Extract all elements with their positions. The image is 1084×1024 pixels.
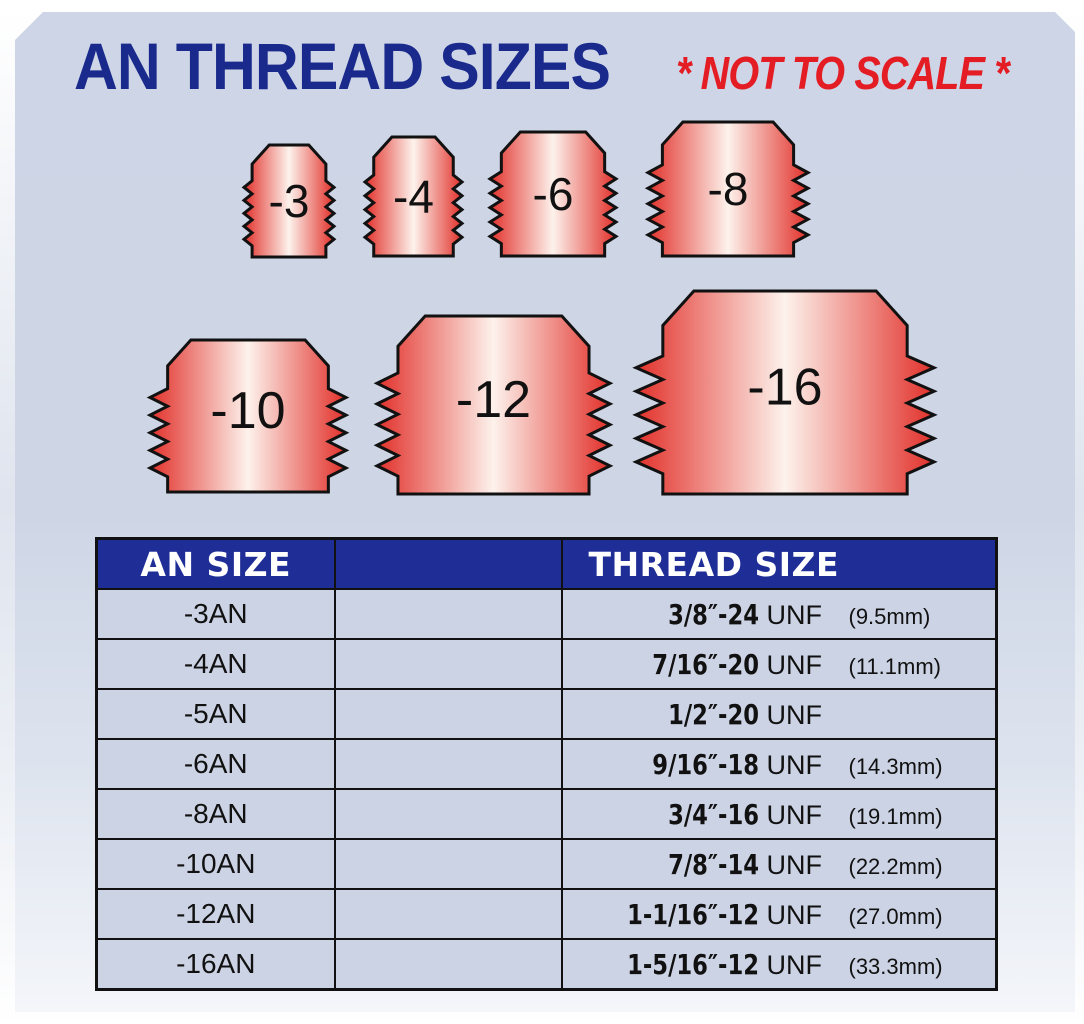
fitting-shape — [644, 120, 812, 258]
fitting-shape — [487, 130, 619, 258]
fitting-shape — [362, 135, 465, 258]
thread-spec: 1-5/16″-12 — [626, 947, 759, 981]
blank-cell — [333, 638, 563, 690]
fitting-shape — [632, 289, 938, 496]
thread-standard: UNF — [766, 749, 823, 780]
thread-size-cell: 1-5/16″-12 UNF (33.3mm) — [560, 938, 998, 991]
an-size-cell: -16AN — [95, 938, 336, 991]
table-row: -10AN 7/8″-14 UNF (22.2mm) — [95, 838, 998, 890]
thread-size-cell: 7/8″-14 UNF (22.2mm) — [560, 838, 998, 890]
thread-size-cell: 1-1/16″-12 UNF (27.0mm) — [560, 888, 998, 940]
thread-standard: UNF — [766, 799, 823, 830]
table-row: -4AN 7/16″-20 UNF (11.1mm) — [95, 638, 998, 690]
thread-diameter-mm: (14.3mm) — [848, 753, 943, 779]
an-size-cell: -5AN — [95, 688, 336, 740]
table-row: -16AN 1-5/16″-12 UNF (33.3mm) — [95, 938, 998, 991]
thread-spec: 9/16″-18 — [651, 747, 759, 781]
an-size-cell: -6AN — [95, 738, 336, 790]
thread-spec: 1-1/16″-12 — [626, 897, 759, 931]
an-size-cell: -8AN — [95, 788, 336, 840]
blank-cell — [333, 788, 563, 840]
table-row: -5AN 1/2″-20 UNF — [95, 688, 998, 740]
thread-diameter-mm: (19.1mm) — [848, 803, 943, 829]
blank-cell — [333, 588, 563, 640]
thread-spec: 7/8″-14 — [667, 847, 759, 881]
fitting-shape — [146, 338, 350, 494]
thread-standard: UNF — [766, 649, 823, 680]
fitting: -16 — [632, 289, 938, 496]
fitting: -10 — [146, 338, 350, 494]
an-size-cell: -12AN — [95, 888, 336, 940]
thread-size-cell: 3/4″-16 UNF (19.1mm) — [560, 788, 998, 840]
thread-standard: UNF — [766, 849, 823, 880]
fitting: -3 — [241, 143, 337, 259]
fitting-shape — [373, 314, 614, 496]
thread-diameter-mm: (33.3mm) — [848, 953, 943, 979]
an-size-cell: -4AN — [95, 638, 336, 690]
fitting: -4 — [362, 135, 465, 258]
not-to-scale-note: * NOT TO SCALE * — [676, 47, 1010, 99]
thread-diameter-mm: (22.2mm) — [848, 853, 943, 879]
thread-size-cell: 1/2″-20 UNF — [560, 688, 998, 740]
thread-diameter-mm: (27.0mm) — [848, 903, 943, 929]
an-size-cell: -10AN — [95, 838, 336, 890]
fitting-label: -6 — [533, 168, 574, 220]
thread-standard: UNF — [766, 699, 823, 730]
an-size-cell: -3AN — [95, 588, 336, 640]
thread-spec: 3/4″-16 — [667, 797, 759, 831]
header-an-size: AN SIZE — [95, 537, 336, 590]
thread-spec: 7/16″-20 — [651, 647, 759, 681]
thread-standard: UNF — [766, 599, 823, 630]
thread-spec: 3/8″-24 — [667, 597, 759, 631]
fitting-label: -16 — [747, 359, 822, 417]
blank-cell — [333, 888, 563, 940]
thread-spec: 1/2″-20 — [667, 697, 759, 731]
header-blank — [333, 537, 563, 590]
fitting: -8 — [644, 120, 812, 258]
fitting-label: -3 — [269, 175, 310, 227]
fitting: -12 — [373, 314, 614, 496]
fitting-label: -10 — [210, 382, 285, 440]
thread-size-cell: 9/16″-18 UNF (14.3mm) — [560, 738, 998, 790]
table-row: -12AN 1-1/16″-12 UNF (27.0mm) — [95, 888, 998, 940]
table-header-row: AN SIZE THREAD SIZE — [95, 537, 998, 590]
thread-size-cell: 7/16″-20 UNF (11.1mm) — [560, 638, 998, 690]
page-title: AN THREAD SIZES — [74, 29, 611, 103]
thread-standard: UNF — [766, 899, 823, 930]
fitting-label: -12 — [456, 371, 531, 429]
table-row: -3AN 3/8″-24 UNF (9.5mm) — [95, 588, 998, 640]
fitting: -6 — [487, 130, 619, 258]
table-row: -6AN 9/16″-18 UNF (14.3mm) — [95, 738, 998, 790]
thread-size-cell: 3/8″-24 UNF (9.5mm) — [560, 588, 998, 640]
thread-diameter-mm: (11.1mm) — [848, 653, 942, 679]
table-row: -8AN 3/4″-16 UNF (19.1mm) — [95, 788, 998, 840]
blank-cell — [333, 738, 563, 790]
thread-diameter-mm: (9.5mm) — [848, 603, 931, 629]
fitting-label: -4 — [393, 171, 434, 223]
fittings-diagram: -3 -4 -6 -8 -10 -12 -16 — [146, 120, 938, 496]
blank-cell — [333, 838, 563, 890]
header-thread-size: THREAD SIZE — [560, 537, 998, 590]
fitting-label: -8 — [708, 163, 749, 215]
blank-cell — [333, 938, 563, 991]
blank-cell — [333, 688, 563, 740]
thread-size-table: AN SIZE THREAD SIZE -3AN 3/8″-24 UNF (9.5mm… — [95, 537, 998, 991]
fitting-shape — [241, 143, 337, 259]
thread-standard: UNF — [766, 949, 823, 980]
